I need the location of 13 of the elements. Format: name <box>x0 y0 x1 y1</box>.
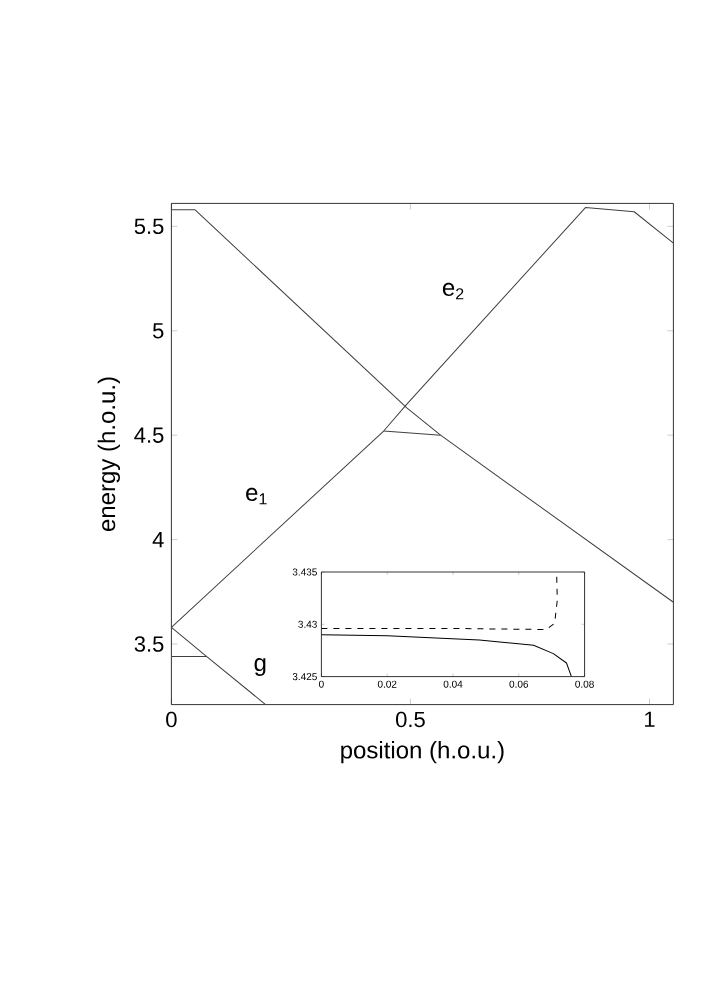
x-tick-label: 1 <box>645 711 655 727</box>
annotation: e$_{1}$ <box>246 487 267 505</box>
y-tick-label: 4.5 <box>134 427 164 443</box>
annotation: g <box>254 658 266 676</box>
x-tick-label: 0 <box>166 711 177 728</box>
y-tick-label: 5.5 <box>134 218 164 235</box>
annotation: e$_{2}$ <box>442 282 464 300</box>
y-tick-label: 5 <box>152 323 164 339</box>
y-axis-title: energy (h.o.u.) <box>97 377 121 532</box>
x-tick-label: 0.5 <box>396 711 425 728</box>
x-axis-title: position (h.o.u.) <box>341 740 504 764</box>
y-tick-label: 3.5 <box>134 636 164 652</box>
y-tick-label: 4 <box>152 532 164 548</box>
